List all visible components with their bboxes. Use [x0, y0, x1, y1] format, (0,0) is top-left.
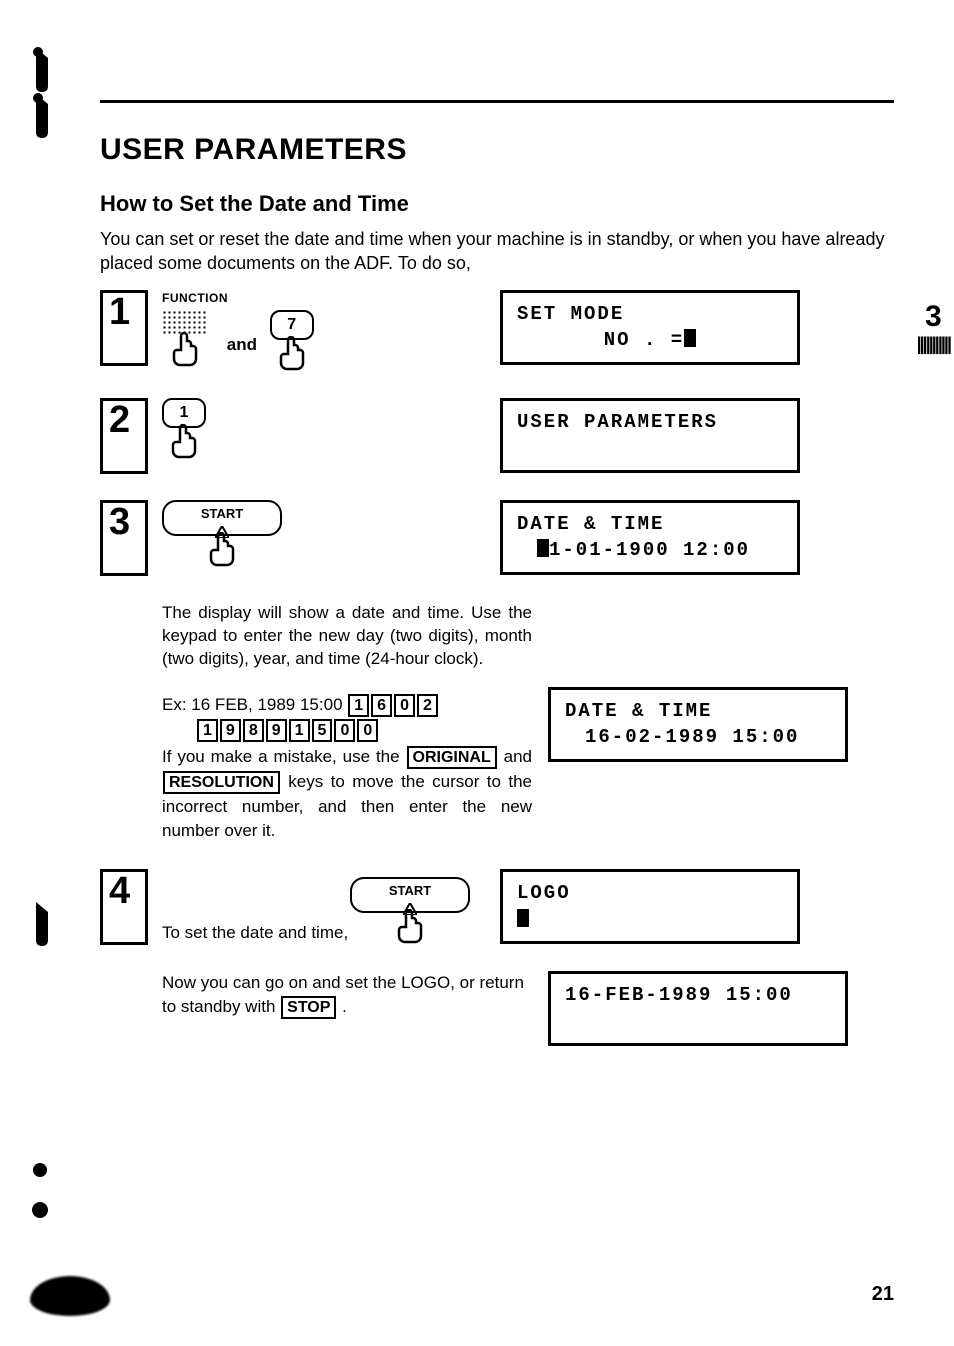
- display-line: USER PARAMETERS: [517, 409, 783, 436]
- page-title: USER PARAMETERS: [100, 133, 894, 167]
- hand-press-icon: [166, 424, 202, 460]
- lcd-display: USER PARAMETERS: [500, 398, 800, 473]
- key-sequence: 1602: [347, 695, 439, 714]
- cursor-icon: [517, 909, 529, 927]
- section-tab: 3 |||||||||||: [917, 300, 950, 355]
- step-row-1: 1 FUNCTION and 7 SET MODE NO . =: [100, 290, 894, 372]
- cursor-icon: [684, 329, 696, 347]
- digit-key: 0: [334, 719, 355, 742]
- display-line: DATE & TIME: [565, 698, 831, 725]
- function-label: FUNCTION: [162, 290, 470, 306]
- binding-clip-icon: [30, 1200, 54, 1248]
- digit-key: 0: [357, 719, 378, 742]
- intro-text: You can set or reset the date and time w…: [100, 227, 894, 276]
- lcd-display: 16-FEB-1989 15:00: [548, 971, 848, 1046]
- display-line: SET MODE: [517, 301, 783, 328]
- example-row: Ex: 16 FEB, 1989 15:00 1602 19891500 If …: [100, 687, 894, 843]
- step-number: 4: [100, 869, 148, 945]
- example-line: Ex: 16 FEB, 1989 15:00 1602: [162, 693, 532, 718]
- start-key: START: [162, 500, 282, 536]
- digit-key: 1: [197, 719, 218, 742]
- display-line: NO . =: [517, 327, 783, 354]
- digit-key: 9: [220, 719, 241, 742]
- digit-key: 1: [289, 719, 310, 742]
- explain-text: The display will show a date and time. U…: [162, 602, 532, 671]
- digit-key: 0: [394, 694, 415, 717]
- hand-press-icon: [274, 336, 310, 372]
- function-key-press: [162, 310, 208, 368]
- display-line: 16-FEB-1989 15:00: [565, 982, 831, 1009]
- stop-key: STOP: [281, 996, 336, 1019]
- lcd-display: SET MODE NO . =: [500, 290, 800, 365]
- and-label: and: [227, 334, 257, 357]
- key-1-press: 1: [162, 398, 206, 460]
- step-number: 1: [100, 290, 148, 366]
- step-row-4: 4 To set the date and time, START LOGO: [100, 869, 894, 945]
- key-7: 7: [270, 310, 314, 340]
- lcd-display: DATE & TIME 16-02-1989 15:00: [548, 687, 848, 762]
- lcd-display: LOGO: [500, 869, 800, 944]
- key-sequence: 19891500: [162, 718, 532, 743]
- step-number: 3: [100, 500, 148, 576]
- scan-artifact: [30, 1276, 110, 1316]
- digit-key: 1: [348, 694, 369, 717]
- resolution-key: RESOLUTION: [163, 771, 280, 794]
- display-line: 16-02-1989 15:00: [565, 724, 831, 751]
- up-arrow-icon: [403, 903, 417, 915]
- hand-press-icon: [167, 332, 203, 368]
- step-row-2: 2 1 USER PARAMETERS: [100, 398, 894, 474]
- digit-key: 5: [312, 719, 333, 742]
- step4-text: To set the date and time,: [162, 922, 348, 945]
- binding-clip-icon: [30, 900, 54, 948]
- up-arrow-icon: [215, 526, 229, 538]
- section-tab-bars: |||||||||||: [917, 334, 950, 355]
- key-7-press: 7: [270, 310, 314, 372]
- cursor-icon: [537, 539, 549, 557]
- start-label: START: [201, 506, 243, 521]
- binding-clip-icon: [30, 92, 54, 140]
- section-title: How to Set the Date and Time: [100, 191, 894, 217]
- original-key: ORIGINAL: [407, 746, 497, 769]
- start-key-press: START: [350, 877, 470, 945]
- step-row-3: 3 START DATE & TIME 1-01-1900 12:00: [100, 500, 894, 576]
- display-line: DATE & TIME: [517, 511, 783, 538]
- digit-key: 8: [243, 719, 264, 742]
- display-line: 1-01-1900 12:00: [517, 537, 783, 564]
- start-key-press: START: [162, 500, 282, 568]
- digit-key: 2: [417, 694, 438, 717]
- closing-row: Now you can go on and set the LOGO, or r…: [100, 971, 894, 1046]
- closing-text: Now you can go on and set the LOGO, or r…: [162, 973, 524, 1016]
- digit-key: 9: [266, 719, 287, 742]
- display-line: LOGO: [517, 880, 783, 907]
- digit-key: 6: [371, 694, 392, 717]
- binding-clip-icon: [30, 46, 54, 94]
- mistake-text: If you make a mistake, use the ORIGINAL …: [162, 745, 532, 843]
- lcd-display: DATE & TIME 1-01-1900 12:00: [500, 500, 800, 575]
- page-number: 21: [872, 1283, 894, 1306]
- key-1: 1: [162, 398, 206, 428]
- start-key: START: [350, 877, 470, 913]
- start-label: START: [389, 883, 431, 898]
- horizontal-rule: [100, 100, 894, 103]
- section-tab-number: 3: [917, 300, 950, 334]
- step-number: 2: [100, 398, 148, 474]
